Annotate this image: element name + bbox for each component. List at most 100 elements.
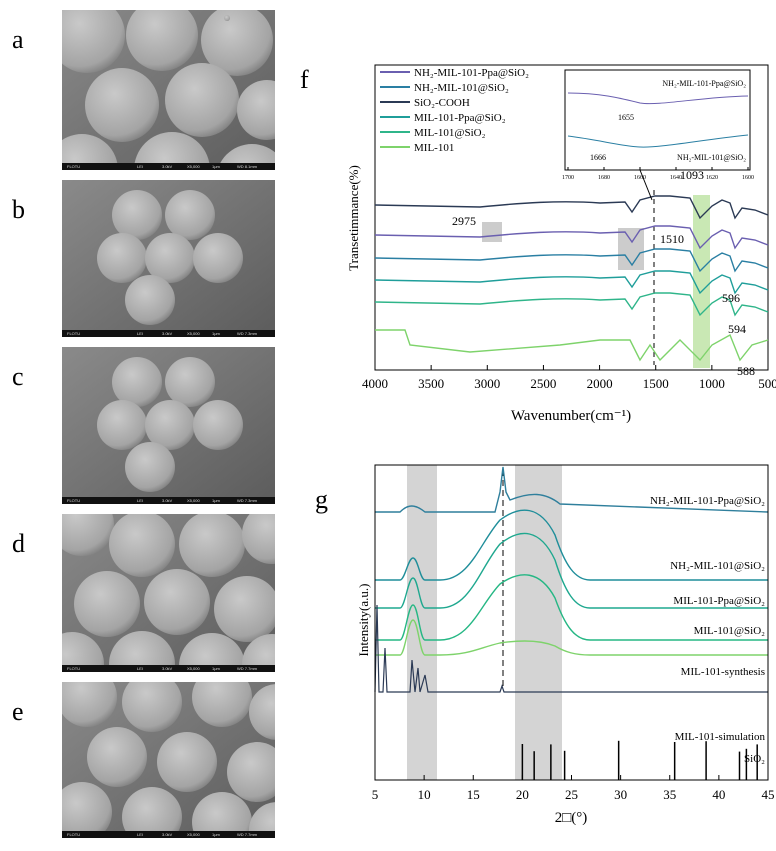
inset-label: NH₂-MIL-101-Ppa@SiO₂: [662, 79, 746, 88]
sem-info: LEI: [137, 666, 143, 671]
x-tick-label: 1680: [598, 175, 610, 181]
x-tick-label: 1700: [562, 175, 574, 181]
x-tick-label: 1000: [699, 376, 725, 391]
legend-entry: NH₂-MIL-101@SiO₂: [414, 82, 509, 94]
legend-entry: MIL-101: [414, 142, 454, 154]
particle: [193, 233, 243, 283]
x-label: Wavenumber(cm⁻¹): [511, 408, 631, 424]
info-bar: [62, 665, 275, 672]
sem-info: X5,000: [187, 832, 200, 837]
sem-info: 3.0kV: [162, 498, 173, 503]
x-tick-label: 1620: [706, 175, 718, 181]
info-bar: [62, 831, 275, 838]
particle: [192, 792, 252, 838]
legend-entry: NH₂-MIL-101-Ppa@SiO₂: [414, 67, 529, 79]
sem-info: WD 7.3mm: [237, 498, 258, 503]
spectrum: [374, 248, 769, 273]
particle: [109, 631, 175, 672]
particle: [249, 684, 275, 740]
series-label: MIL-101@SiO₂: [694, 625, 766, 637]
sem-info: WD 7.3mm: [237, 331, 258, 336]
particle: [85, 68, 159, 142]
arrow: [639, 169, 653, 201]
annotation: 596: [722, 291, 740, 305]
particle: [242, 514, 275, 564]
particle: [134, 132, 210, 170]
annotation: 2975: [452, 214, 476, 228]
x-tick-label: 30: [614, 787, 627, 802]
particle: [193, 400, 243, 450]
particle: [224, 15, 230, 21]
x-tick-label: 500: [758, 376, 776, 391]
particle: [62, 782, 112, 838]
sem-info: LEI: [137, 498, 143, 503]
sem-info: X5,000: [187, 666, 200, 671]
sem-info: LEI: [137, 331, 143, 336]
inset-label: NH₂-MIL-101@SiO₂: [677, 153, 746, 162]
sem-info: LEI: [137, 832, 143, 837]
x-tick-label: 1640: [670, 175, 682, 181]
pattern: [375, 509, 768, 581]
particle: [109, 514, 175, 577]
inset-curve: [567, 134, 749, 148]
spectrum: [375, 329, 769, 362]
sem-info: WD 7.7mm: [237, 832, 258, 837]
sem-info: X5,000: [187, 498, 200, 503]
x-tick-label: 1660: [634, 175, 646, 181]
sem-info: 3.0kV: [162, 331, 173, 336]
panel-label: g: [315, 485, 328, 514]
sem-info: LEI: [137, 164, 143, 169]
particle: [112, 190, 162, 240]
x-tick-label: 3500: [418, 376, 444, 391]
inset-label: 1655: [618, 113, 634, 122]
y-label: Transetimmance(%): [346, 165, 361, 271]
sem-info: WD 7.7mm: [237, 666, 258, 671]
pattern: [374, 604, 768, 693]
sem-info: FLOTU: [67, 331, 80, 336]
x-label: 2□(°): [555, 810, 588, 826]
particle: [122, 682, 182, 732]
x-tick-label: 20: [516, 787, 529, 802]
particle: [249, 802, 275, 838]
series-label: MIL-101-simulation: [675, 731, 766, 743]
particle: [201, 10, 273, 76]
y-label: Intensity(a.u.): [356, 584, 371, 657]
particle: [126, 10, 198, 71]
particle: [125, 275, 175, 325]
sem-info: 1μm: [212, 331, 221, 336]
x-tick-label: 25: [565, 787, 578, 802]
panel-label: e: [12, 697, 24, 726]
particle: [87, 727, 147, 787]
particle: [62, 632, 104, 672]
particle: [122, 787, 182, 838]
particle: [157, 732, 217, 792]
x-tick-label: 2500: [530, 376, 556, 391]
series-label: MIL-101-synthesis: [681, 666, 765, 678]
legend-entry: SiO₂-COOH: [414, 97, 470, 109]
legend-entry: MIL-101@SiO₂: [414, 127, 486, 139]
particle: [62, 10, 125, 73]
inset-curve: [567, 92, 749, 105]
panel-label: a: [12, 25, 24, 54]
inset-label: 1666: [590, 153, 606, 162]
pattern: [375, 574, 768, 641]
particle: [62, 682, 117, 727]
sem-info: 1μm: [212, 164, 221, 169]
x-tick-label: 10: [418, 787, 431, 802]
legend-entry: MIL-101-Ppa@SiO₂: [414, 112, 506, 124]
highlight: [515, 465, 562, 780]
series-label: MIL-101-Ppa@SiO₂: [673, 595, 765, 607]
spectrum: [374, 195, 769, 220]
panel-label: f: [300, 65, 309, 94]
sem-info: X5,000: [187, 331, 200, 336]
inset-frame: [564, 69, 751, 171]
spectrum: [374, 270, 769, 295]
sem-info: 1μm: [212, 832, 221, 837]
info-bar: [62, 330, 275, 337]
x-tick-label: 1500: [643, 376, 669, 391]
particle: [214, 576, 275, 642]
particle: [144, 569, 210, 635]
x-tick-label: 4000: [362, 376, 388, 391]
annotation: 588: [737, 364, 755, 378]
